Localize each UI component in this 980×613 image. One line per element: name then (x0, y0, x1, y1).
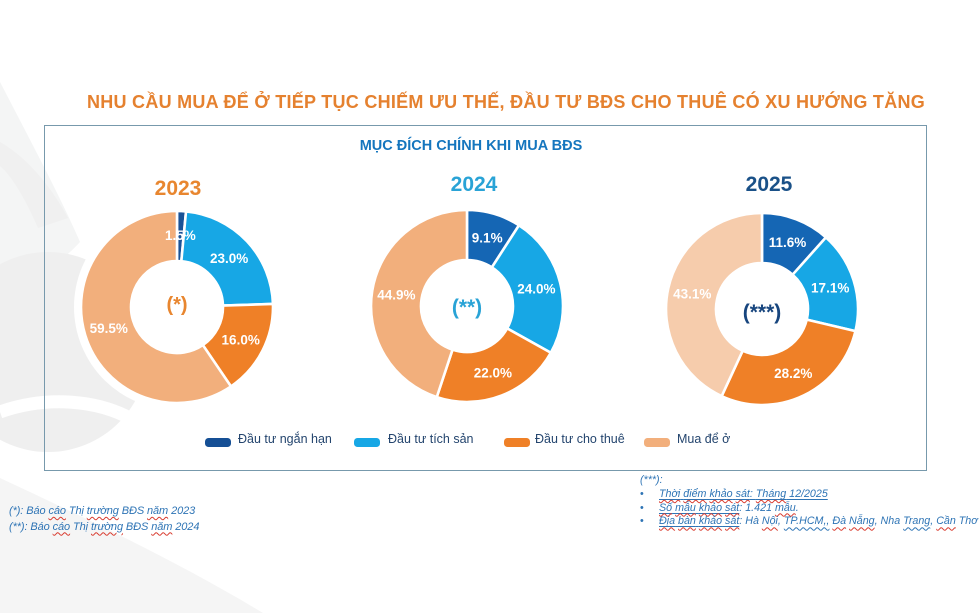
svg-text:16.0%: 16.0% (222, 332, 260, 347)
svg-text:59.5%: 59.5% (90, 321, 128, 336)
svg-text:23.0%: 23.0% (210, 251, 248, 266)
svg-text:22.0%: 22.0% (474, 366, 512, 381)
svg-text:17.1%: 17.1% (811, 280, 849, 295)
svg-text:11.6%: 11.6% (769, 235, 807, 250)
svg-text:43.1%: 43.1% (673, 287, 711, 302)
svg-text:28.2%: 28.2% (774, 366, 812, 381)
svg-text:9.1%: 9.1% (472, 230, 503, 245)
svg-text:1.5%: 1.5% (165, 228, 196, 243)
svg-text:24.0%: 24.0% (517, 282, 555, 297)
svg-text:44.9%: 44.9% (377, 288, 415, 303)
